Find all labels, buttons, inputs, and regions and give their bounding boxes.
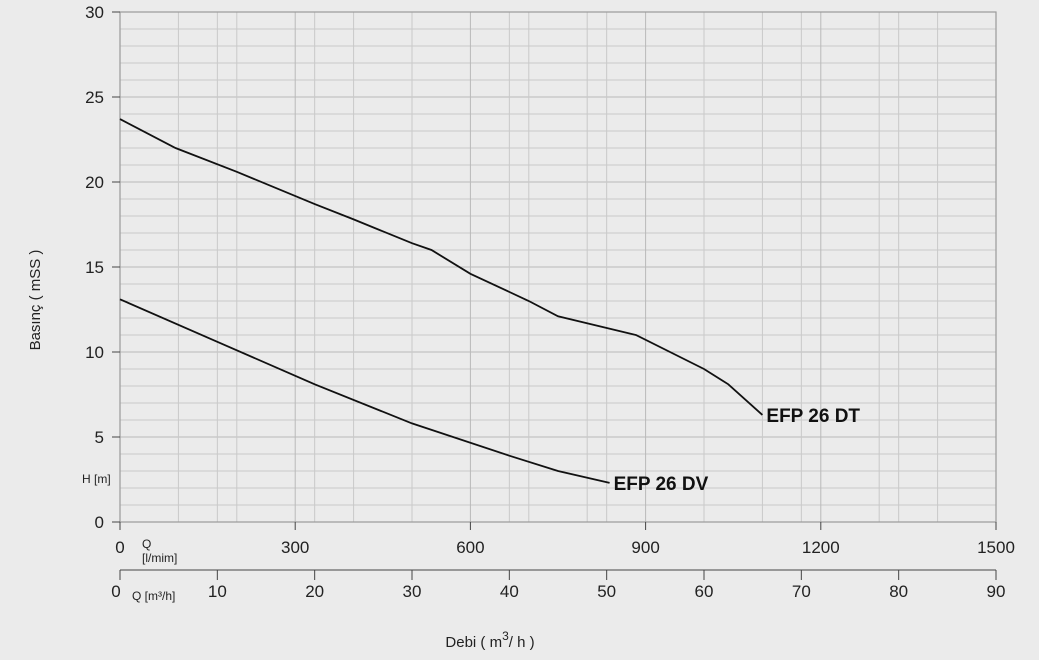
x-primary-tick-label: 600 xyxy=(456,538,484,557)
y-tick-label: 0 xyxy=(95,513,104,532)
y-tick-label: 20 xyxy=(85,173,104,192)
x-secondary-tick-label: 80 xyxy=(889,582,908,601)
series-line-1 xyxy=(119,298,610,484)
y-tick-label: 10 xyxy=(85,343,104,362)
x-secondary-axis-label: Q [m³/h] xyxy=(132,589,175,603)
series-label-0: EFP 26 DT xyxy=(766,406,860,427)
series-line-0 xyxy=(119,118,764,416)
x-secondary-tick-label: 20 xyxy=(305,582,324,601)
y-axis-title: Basınç ( mSS ) xyxy=(27,250,44,351)
series-layer xyxy=(119,118,764,484)
x-secondary-tick-label: 60 xyxy=(695,582,714,601)
x-axis-title: Debi ( m3/ h ) xyxy=(445,629,534,651)
x-primary-tick-label: 300 xyxy=(281,538,309,557)
x-primary-tick-label: 1200 xyxy=(802,538,840,557)
y-tick-label: 15 xyxy=(85,258,104,277)
x-secondary-tick-label: 90 xyxy=(987,582,1006,601)
x-primary-tick-label: 0 xyxy=(115,538,124,557)
x-secondary-tick-label: 50 xyxy=(597,582,616,601)
y-tick-label: 5 xyxy=(95,428,104,447)
y-tick-label: 30 xyxy=(85,3,104,22)
y-tick-label: 25 xyxy=(85,88,104,107)
x-primary-tick-label: 1500 xyxy=(977,538,1015,557)
grid xyxy=(120,12,996,522)
axes-layer xyxy=(112,11,997,580)
x-primary-axis-label-q: Q xyxy=(142,537,151,551)
x-secondary-tick-label: 70 xyxy=(792,582,811,601)
x-secondary-tick-label: 30 xyxy=(403,582,422,601)
x-secondary-tick-label: 0 xyxy=(111,582,120,601)
x-axis-title-prefix: Debi ( m xyxy=(445,634,502,651)
series-label-1: EFP 26 DV xyxy=(614,474,709,495)
x-primary-axis-label-unit: [l/mim] xyxy=(142,551,177,565)
x-axis-title-suffix: / h ) xyxy=(509,634,535,651)
x-axis-title-sup: 3 xyxy=(502,629,509,643)
x-primary-tick-label: 900 xyxy=(631,538,659,557)
x-secondary-tick-label: 40 xyxy=(500,582,519,601)
x-secondary-tick-label: 10 xyxy=(208,582,227,601)
y-unit-label: H [m] xyxy=(82,472,111,486)
